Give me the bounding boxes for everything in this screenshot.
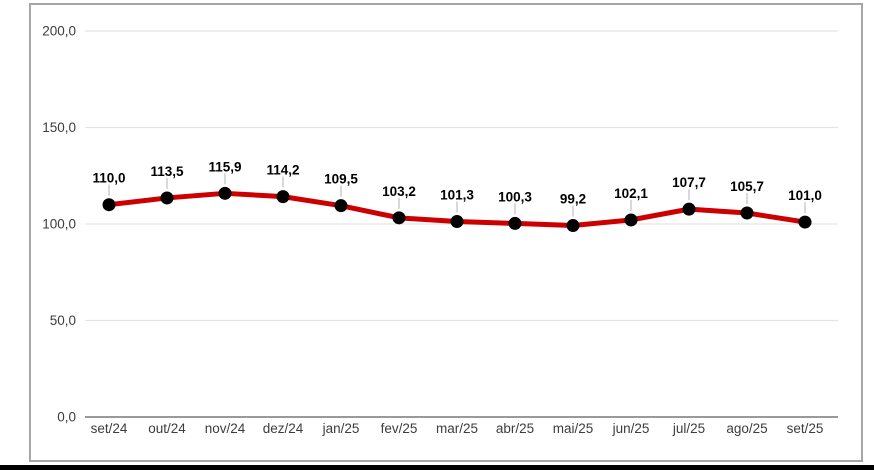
data-value-label: 110,0 [92, 171, 125, 186]
data-value-label: 101,0 [788, 188, 822, 203]
x-axis-label: ago/25 [726, 421, 767, 436]
y-tick-label: 50,0 [50, 313, 76, 328]
data-point [508, 216, 522, 230]
x-axis-label: jun/25 [612, 421, 650, 436]
bottom-border-bar [0, 465, 874, 470]
y-tick-label: 100,0 [42, 217, 76, 232]
data-value-labels: 110,0 113,5 115,9 114,2 109,5 103,2 101,3 100,3… [92, 159, 821, 206]
data-value-label: 102,1 [614, 186, 648, 201]
x-axis-label: set/25 [787, 421, 824, 436]
data-point [392, 211, 406, 225]
x-axis-label: mai/25 [553, 421, 594, 436]
x-axis-label: jul/25 [672, 421, 705, 436]
data-value-label: 114,2 [266, 163, 299, 178]
data-point [160, 191, 174, 205]
y-axis-tick-labels: 200,0 150,0 100,0 50,0 0,0 [42, 24, 76, 425]
data-point-markers [102, 186, 812, 233]
line-chart: 200,0 150,0 100,0 50,0 0,0 set/24 out/24 nov/2… [42, 24, 838, 436]
data-point [624, 213, 638, 227]
y-tick-label: 200,0 [42, 24, 76, 39]
data-point [218, 186, 232, 200]
data-value-label: 101,3 [440, 187, 474, 202]
data-value-label: 109,5 [324, 172, 358, 187]
data-point [450, 214, 464, 228]
x-axis-label: jan/25 [322, 421, 360, 436]
y-tick-label: 0,0 [57, 410, 76, 425]
data-value-label: 113,5 [150, 164, 184, 179]
data-point [102, 198, 116, 212]
x-axis-tick-labels: set/24 out/24 nov/24 dez/24 jan/25 fev/25 mar/… [91, 421, 824, 436]
chart-frame: 200,0 150,0 100,0 50,0 0,0 set/24 out/24 nov/2… [29, 3, 863, 462]
data-value-label: 103,2 [382, 184, 416, 199]
data-point [740, 206, 754, 220]
x-axis-label: abr/25 [496, 421, 534, 436]
label-leader-lines [108, 173, 806, 217]
data-point [334, 199, 348, 213]
data-value-label: 99,2 [560, 192, 586, 207]
x-axis-label: nov/24 [205, 421, 246, 436]
x-axis-label: dez/24 [263, 421, 304, 436]
y-tick-label: 150,0 [42, 120, 76, 135]
data-point [682, 202, 696, 216]
x-axis-label: set/24 [91, 421, 128, 436]
data-value-label: 115,9 [208, 159, 241, 174]
data-point [798, 215, 812, 229]
data-point [566, 219, 580, 233]
data-value-label: 105,7 [730, 179, 764, 194]
x-axis-label: fev/25 [381, 421, 418, 436]
data-point [276, 190, 290, 204]
data-value-label: 100,3 [498, 189, 532, 204]
data-value-label: 107,7 [672, 175, 706, 190]
x-axis-label: mar/25 [436, 421, 478, 436]
x-axis-label: out/24 [148, 421, 186, 436]
